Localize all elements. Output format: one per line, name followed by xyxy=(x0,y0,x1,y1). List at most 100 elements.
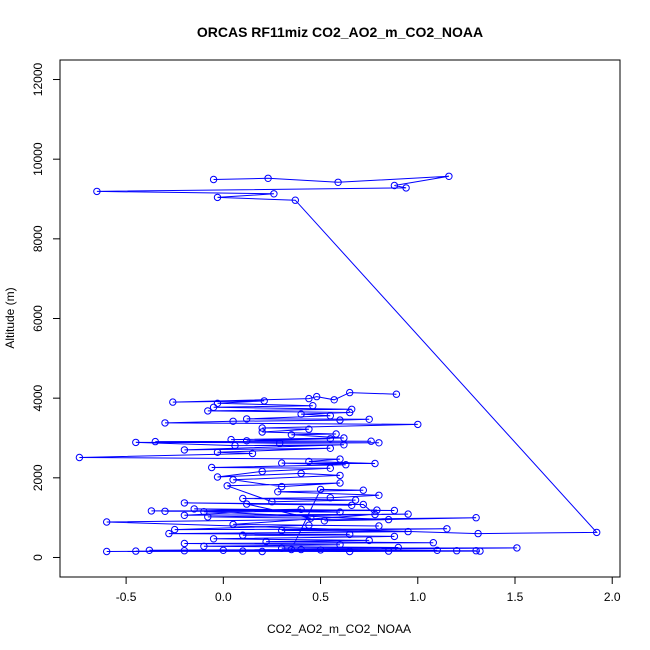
data-point xyxy=(270,190,278,198)
data-point xyxy=(239,494,247,503)
y-tick-label: 0 xyxy=(31,554,45,561)
data-point xyxy=(243,500,251,508)
data-point xyxy=(278,482,286,491)
data-point xyxy=(474,529,482,538)
data-point xyxy=(433,546,441,554)
data-point xyxy=(305,425,313,433)
data-point xyxy=(213,473,222,481)
data-point xyxy=(260,397,268,405)
data-point xyxy=(359,500,367,509)
data-point xyxy=(208,463,216,472)
data-point xyxy=(390,532,399,541)
data-point xyxy=(414,420,422,429)
y-tick-label: 10000 xyxy=(31,142,45,176)
data-point xyxy=(404,527,412,536)
data-point xyxy=(229,520,237,529)
data-point xyxy=(209,403,218,411)
data-point xyxy=(326,494,334,502)
data-point xyxy=(359,486,367,494)
y-axis-label: Altitude (m) xyxy=(3,287,17,348)
data-point xyxy=(258,428,266,436)
data-point xyxy=(326,412,334,420)
data-point xyxy=(336,416,344,424)
data-point xyxy=(239,531,247,539)
data-point xyxy=(309,402,317,410)
data-point xyxy=(258,424,266,432)
data-point xyxy=(332,430,340,438)
y-tick-label: 2000 xyxy=(31,464,45,491)
data-point xyxy=(316,485,325,494)
data-point xyxy=(443,525,451,533)
data-point xyxy=(348,501,356,509)
data-point xyxy=(93,187,101,196)
data-point xyxy=(219,546,228,554)
data-point xyxy=(258,467,266,476)
data-point xyxy=(348,405,356,413)
data-point xyxy=(472,514,480,522)
data-point xyxy=(209,535,218,543)
x-tick-label: 1.0 xyxy=(409,590,426,604)
data-point xyxy=(375,491,383,499)
data-point xyxy=(326,444,334,452)
data-point xyxy=(161,419,169,427)
data-point xyxy=(278,544,286,552)
series-line xyxy=(79,175,598,553)
data-point xyxy=(375,522,383,530)
data-point xyxy=(264,174,272,183)
data-point xyxy=(180,547,189,555)
x-tick-label: 0.5 xyxy=(312,590,329,604)
data-point xyxy=(390,181,399,190)
data-point xyxy=(200,508,208,516)
x-tick-label: -0.5 xyxy=(116,590,137,604)
data-point xyxy=(326,435,334,443)
data-point xyxy=(278,459,286,467)
data-point xyxy=(384,547,393,555)
data-point xyxy=(103,547,111,556)
data-point xyxy=(373,506,381,514)
data-point xyxy=(291,196,299,204)
data-point xyxy=(180,446,189,454)
data-point xyxy=(223,482,231,490)
data-point xyxy=(445,172,453,181)
data-point xyxy=(287,545,296,554)
data-point xyxy=(276,439,284,447)
data-point xyxy=(305,457,313,466)
data-point xyxy=(402,184,410,192)
data-point xyxy=(147,507,156,515)
data-point xyxy=(336,471,344,480)
data-point xyxy=(371,459,379,468)
data-point xyxy=(151,437,160,446)
data-point xyxy=(103,518,111,526)
data-point xyxy=(375,439,383,447)
data-point xyxy=(248,449,257,458)
data-point xyxy=(365,536,373,545)
data-point xyxy=(334,178,342,187)
data-point xyxy=(190,505,198,513)
data-point xyxy=(429,539,437,547)
data-point xyxy=(453,547,461,555)
data-point xyxy=(229,476,237,484)
data-point xyxy=(75,453,84,462)
x-tick-label: 0.0 xyxy=(215,590,232,604)
data-point xyxy=(278,526,286,535)
series-layer xyxy=(75,172,601,556)
data-point xyxy=(297,469,305,478)
data-point xyxy=(394,543,402,552)
data-point xyxy=(243,415,251,423)
data-point xyxy=(227,435,235,444)
data-point xyxy=(297,505,305,513)
y-axis: 0 2000 4000 6000 8000 10000 12000 xyxy=(31,63,61,561)
data-point xyxy=(258,547,266,556)
data-point xyxy=(513,544,521,552)
data-point xyxy=(229,417,237,425)
y-tick-label: 8000 xyxy=(31,225,45,252)
data-point xyxy=(239,547,247,555)
data-point xyxy=(336,455,344,463)
data-point xyxy=(171,525,179,534)
data-point xyxy=(297,410,305,418)
data-point xyxy=(404,510,412,518)
data-point xyxy=(180,499,189,507)
data-point xyxy=(180,511,189,519)
x-tick-label: 1.5 xyxy=(507,590,524,604)
